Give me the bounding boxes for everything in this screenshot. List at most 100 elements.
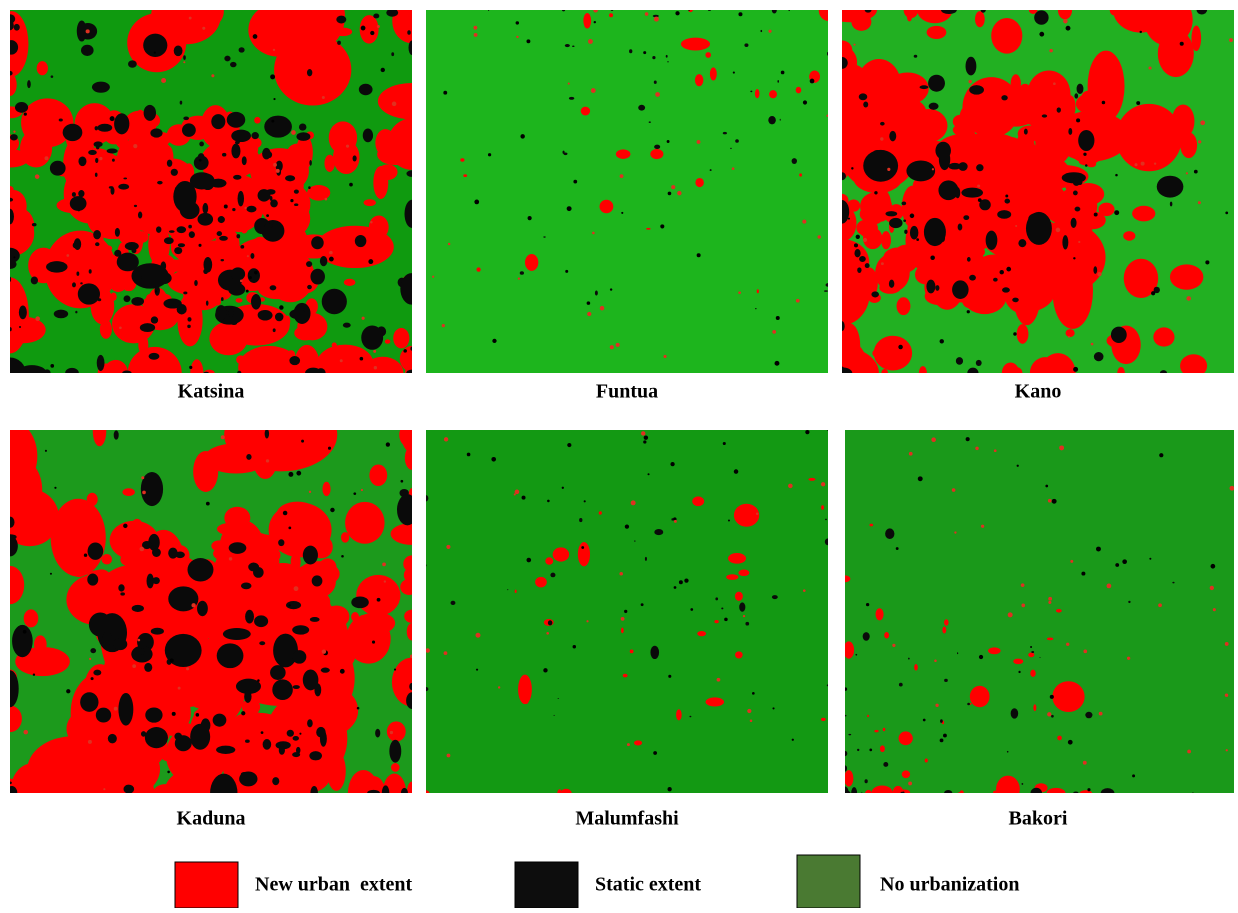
- static-patch: [252, 132, 259, 139]
- legend-swatch: [797, 855, 860, 908]
- speckle: [880, 137, 883, 140]
- static-patch: [363, 128, 373, 142]
- speckle: [309, 491, 311, 493]
- speckle: [161, 78, 166, 83]
- panel-label: Katsina: [178, 381, 245, 403]
- static-patch: [88, 542, 104, 559]
- speckle: [403, 349, 407, 353]
- static-patch: [1024, 129, 1028, 135]
- speckle: [1225, 642, 1229, 646]
- static-patch: [902, 792, 904, 795]
- static-patch: [308, 186, 311, 189]
- static-patch: [229, 542, 247, 554]
- static-patch: [899, 683, 903, 687]
- speckle: [1211, 564, 1216, 569]
- static-patch: [889, 280, 894, 288]
- speckle: [114, 707, 118, 711]
- static-patch: [95, 126, 98, 130]
- speckle: [119, 326, 122, 329]
- urban-patch: [892, 245, 918, 273]
- speckle: [1094, 213, 1098, 217]
- speckle: [520, 134, 524, 138]
- static-patch: [258, 310, 270, 318]
- speckle: [1097, 272, 1101, 276]
- urban-patch: [975, 11, 985, 27]
- speckle: [621, 212, 623, 214]
- speckle: [374, 366, 377, 369]
- speckle: [588, 39, 593, 44]
- speckle: [1015, 225, 1017, 227]
- static-patch: [43, 369, 50, 376]
- speckle: [591, 88, 596, 93]
- urban-patch: [212, 751, 219, 757]
- static-patch: [240, 245, 244, 249]
- static-patch: [572, 45, 575, 47]
- speckle: [89, 658, 91, 660]
- static-patch: [307, 69, 312, 76]
- speckle: [1115, 563, 1119, 567]
- static-patch: [265, 429, 269, 439]
- speckle: [99, 157, 102, 160]
- urban-patch: [757, 289, 759, 293]
- speckle: [898, 345, 903, 350]
- static-patch: [336, 16, 346, 24]
- speckle: [442, 324, 445, 327]
- urban-patch: [217, 523, 246, 536]
- static-patch: [152, 548, 161, 557]
- figure: Katsina Funtua Kano Kaduna Malumfashi Ba…: [0, 0, 1238, 908]
- urban-patch: [881, 369, 888, 378]
- speckle: [734, 469, 739, 474]
- urban-patch: [1043, 269, 1064, 290]
- urban-patch: [100, 320, 112, 339]
- speckle: [91, 677, 94, 680]
- speckle: [271, 120, 274, 123]
- static-patch: [1094, 352, 1104, 361]
- urban-patch: [706, 697, 725, 706]
- map-panels: [0, 0, 1234, 823]
- urban-patch: [1080, 790, 1092, 796]
- urban-patch: [634, 740, 642, 745]
- static-patch: [248, 268, 260, 283]
- urban-patch: [404, 610, 420, 623]
- speckle: [340, 359, 343, 362]
- static-patch: [924, 218, 946, 246]
- static-patch: [926, 280, 935, 294]
- static-patch: [928, 75, 945, 92]
- urban-patch: [85, 138, 94, 144]
- static-patch: [981, 7, 986, 12]
- speckle: [273, 98, 275, 100]
- static-patch: [835, 200, 849, 224]
- speckle: [45, 450, 47, 452]
- urban-patch: [1009, 168, 1020, 183]
- speckle: [677, 191, 681, 195]
- speckle: [1115, 174, 1118, 177]
- speckle: [1229, 38, 1233, 42]
- speckle: [931, 437, 936, 442]
- static-patch: [1085, 712, 1092, 718]
- static-patch: [920, 85, 929, 89]
- speckle: [1059, 445, 1064, 450]
- speckle: [270, 74, 275, 79]
- speckle: [856, 235, 860, 239]
- static-patch: [54, 310, 68, 319]
- speckle: [810, 79, 815, 84]
- speckle: [1132, 774, 1135, 777]
- static-patch: [1051, 715, 1054, 718]
- speckle: [154, 51, 156, 53]
- urban-patch: [341, 532, 349, 543]
- static-patch: [292, 752, 300, 757]
- urban-patch: [838, 253, 847, 265]
- speckle: [644, 435, 648, 439]
- urban-patch: [356, 575, 400, 616]
- speckle: [1068, 740, 1073, 745]
- urban-patch: [897, 297, 911, 315]
- speckle: [492, 339, 496, 343]
- static-patch: [337, 41, 341, 45]
- urban-patch: [1087, 161, 1097, 167]
- speckle: [892, 644, 895, 647]
- urban-patch: [345, 502, 385, 544]
- urban-patch: [874, 730, 878, 732]
- urban-patch: [599, 511, 602, 514]
- speckle: [261, 731, 264, 734]
- map: [423, 429, 832, 797]
